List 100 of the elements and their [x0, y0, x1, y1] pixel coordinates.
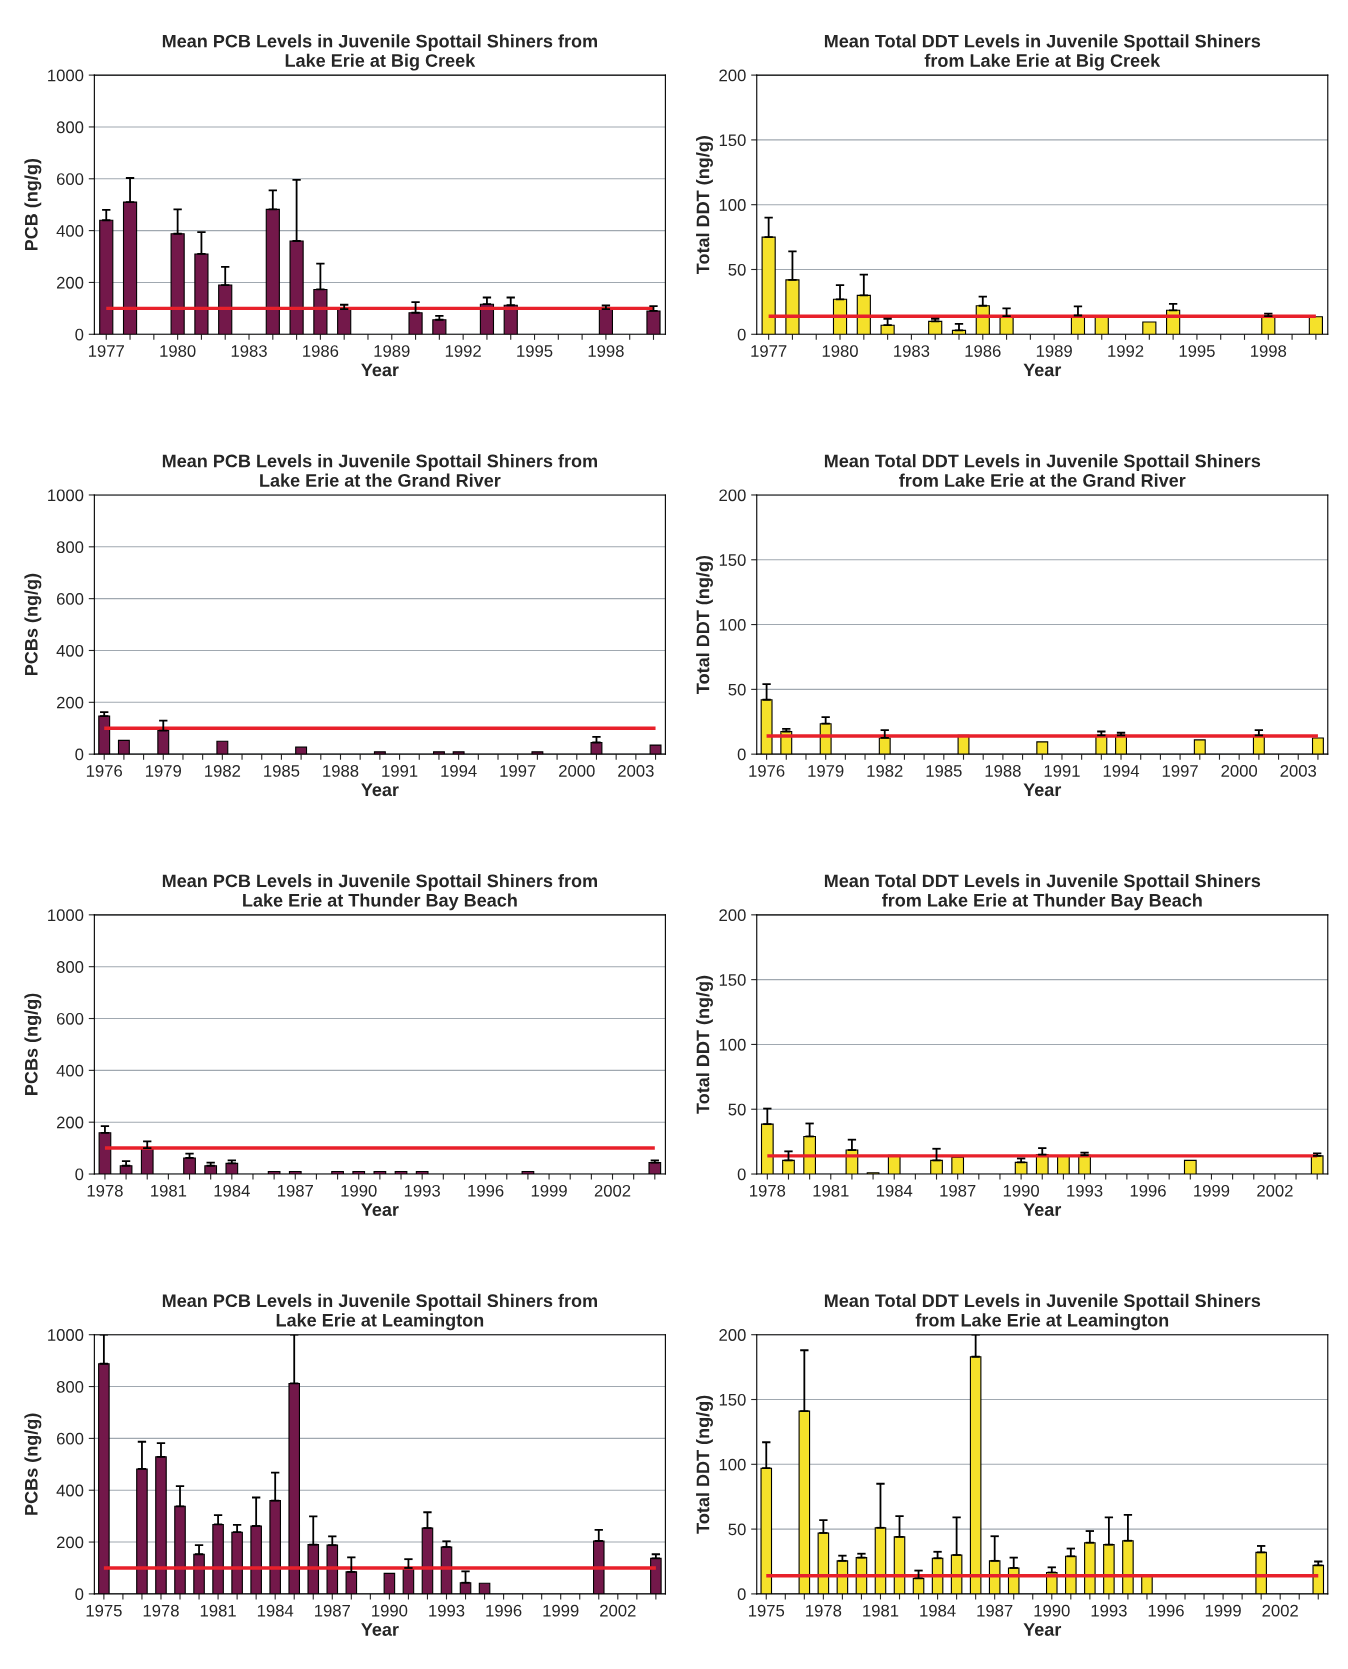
x-tick-label: 1999: [1205, 1604, 1241, 1617]
chart-title: Mean Total DDT Levels in Juvenile Spottail Shiners from Lake Erie at Big Creek: [824, 34, 1261, 71]
bar: [194, 253, 209, 335]
y-tick-label: 200: [56, 1116, 84, 1129]
x-tick-label: 1989: [1036, 345, 1072, 357]
chart-title: Mean Total DDT Levels in Juvenile Spottail Shiners from Lake Erie at Thunder Bay Beach: [824, 873, 1261, 911]
x-tick-label: 1981: [151, 1184, 187, 1197]
x-tick-label: 1999: [531, 1184, 567, 1197]
bar: [646, 310, 661, 335]
x-tick-label: 1984: [920, 1604, 956, 1617]
bar: [373, 751, 386, 755]
x-tick-label: 1993: [429, 1604, 465, 1617]
y-axis-title: Total DDT (ng/g): [696, 1395, 713, 1534]
y-tick-label: 800: [56, 541, 84, 554]
x-tick-label: 1989: [374, 345, 410, 357]
x-tick-label: 1990: [372, 1604, 408, 1617]
x-tick-label: 1981: [200, 1604, 236, 1617]
bar: [216, 740, 229, 755]
x-tick-label: 1998: [1251, 345, 1287, 357]
bar: [878, 737, 891, 755]
bar: [760, 699, 773, 755]
x-axis-title: Year: [1023, 1203, 1062, 1217]
y-tick-label: 0: [737, 1168, 746, 1181]
bar: [289, 240, 304, 335]
x-tick-label: 1990: [1034, 1604, 1070, 1617]
x-tick-label: 1996: [1148, 1604, 1184, 1617]
x-tick-label: 1992: [445, 345, 481, 357]
x-tick-label: 1983: [894, 345, 930, 357]
x-tick-label: 1979: [808, 765, 844, 777]
x-tick-label: 1976: [749, 765, 785, 777]
bar: [337, 308, 352, 335]
y-axis-title: PCBs (ng/g): [24, 573, 42, 676]
x-tick-label: 2002: [600, 1604, 636, 1617]
y-tick-label: 150: [719, 134, 746, 147]
bar: [1036, 741, 1049, 755]
y-tick-label: 100: [719, 1458, 746, 1471]
x-tick-label: 1978: [806, 1604, 842, 1617]
bar: [295, 746, 308, 755]
bar: [170, 233, 185, 335]
y-tick-label: 150: [719, 554, 746, 566]
bar: [98, 715, 111, 755]
x-tick-label: 1996: [468, 1184, 504, 1197]
bar: [452, 751, 465, 755]
y-axis-title: Total DDT (ng/g): [696, 136, 713, 275]
y-axis-title: PCBs (ng/g): [24, 993, 42, 1095]
y-tick-label: 800: [56, 1380, 84, 1393]
y-tick-label: 0: [737, 1588, 746, 1601]
x-tick-label: 1976: [86, 765, 123, 777]
bar: [880, 324, 895, 335]
x-tick-label: 2003: [618, 765, 654, 777]
x-tick-label: 1986: [303, 345, 339, 357]
x-tick-label: 1984: [876, 1184, 913, 1197]
y-tick-label: 600: [56, 1012, 84, 1025]
bar: [432, 319, 447, 335]
x-tick-label: 1996: [486, 1604, 522, 1617]
y-axis-title: PCB (ng/g): [24, 158, 42, 251]
y-tick-label: 200: [56, 1536, 84, 1549]
chart-title: Mean PCB Levels in Juvenile Spottail Shiners from Lake Erie at Big Creek: [162, 34, 597, 71]
y-tick-label: 400: [56, 1484, 84, 1497]
y-tick-label: 400: [56, 1064, 84, 1077]
y-tick-label: 200: [719, 909, 746, 922]
bar: [117, 739, 130, 755]
bar: [785, 279, 800, 335]
chart-title: Mean PCB Levels in Juvenile Spottail Shiners from Lake Erie at Thunder Bay Beach: [162, 873, 597, 911]
y-axis-title: PCBs (ng/g): [24, 1413, 42, 1515]
chart-title: Mean Total DDT Levels in Juvenile Spottail Shiners from Lake Erie at the Grand River: [824, 454, 1261, 487]
x-axis-title: Year: [1023, 1623, 1062, 1636]
x-tick-label: 1987: [278, 1184, 313, 1197]
x-tick-label: 1993: [404, 1184, 440, 1197]
x-tick-label: 1981: [863, 1604, 899, 1617]
y-tick-label: 0: [737, 748, 746, 761]
y-tick-label: 200: [719, 69, 746, 82]
x-tick-label: 1999: [1194, 1184, 1230, 1197]
bar: [598, 308, 614, 335]
y-tick-label: 0: [75, 328, 84, 341]
bar: [928, 320, 943, 335]
x-tick-label: 2003: [1280, 765, 1317, 777]
y-tick-label: 100: [719, 1038, 746, 1051]
x-tick-label: 1988: [985, 765, 1021, 777]
x-tick-label: 1990: [341, 1184, 377, 1197]
bar: [649, 744, 662, 755]
bar: [265, 208, 280, 335]
y-tick-label: 400: [56, 225, 84, 237]
x-tick-label: 1987: [940, 1184, 976, 1197]
y-tick-label: 50: [728, 263, 746, 276]
y-tick-label: 1000: [48, 69, 84, 82]
bar: [1142, 321, 1157, 335]
x-axis-title: Year: [1023, 363, 1062, 377]
x-axis-title: Year: [361, 1203, 399, 1217]
y-axis-title: Total DDT (ng/g): [696, 555, 713, 694]
bar: [531, 751, 544, 755]
x-tick-label: 1993: [1091, 1604, 1127, 1617]
y-tick-label: 100: [719, 618, 746, 631]
y-tick-label: 1000: [48, 1329, 84, 1341]
x-tick-label: 1996: [1130, 1184, 1166, 1197]
y-tick-label: 600: [56, 1432, 84, 1445]
y-tick-label: 50: [728, 1103, 746, 1116]
y-tick-label: 200: [56, 276, 84, 289]
x-axis-title: Year: [1023, 783, 1062, 797]
bar: [122, 201, 138, 335]
